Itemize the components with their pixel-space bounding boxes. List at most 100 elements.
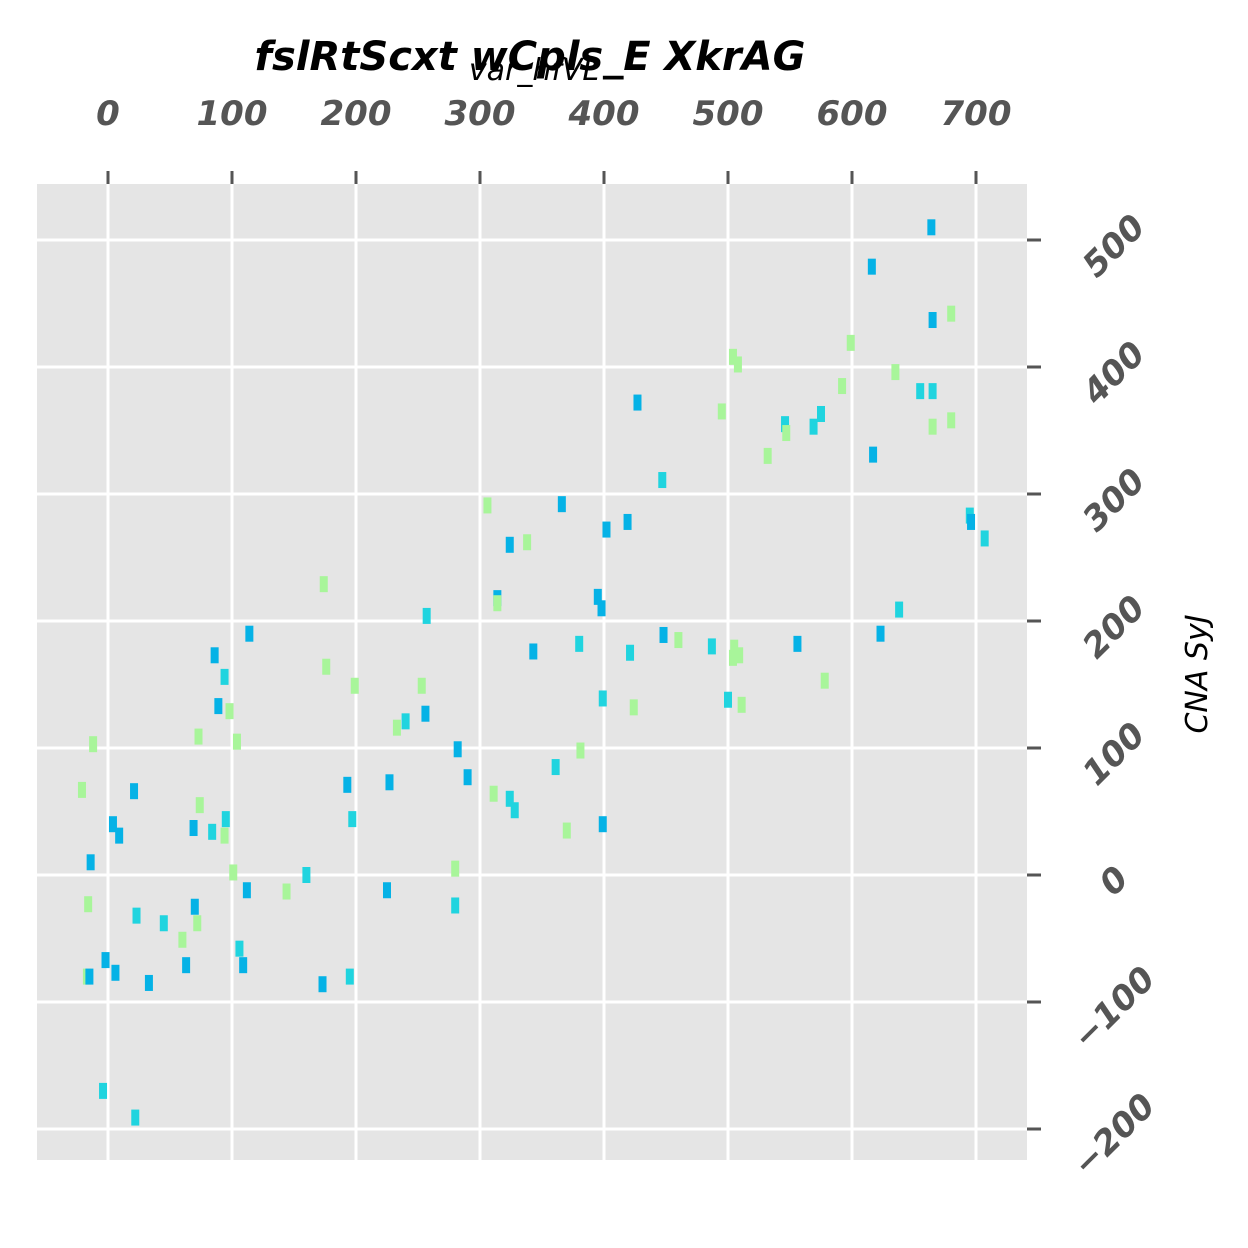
x-tick-label: 300 xyxy=(445,94,516,134)
data-point xyxy=(89,736,98,753)
y-tick-label: 300 xyxy=(1075,461,1153,539)
x-tick-label: 400 xyxy=(568,94,640,134)
plot-background xyxy=(37,184,1027,1160)
plot-panel xyxy=(37,184,1027,1160)
chart-title: fslRtScxt wCpls_E XkrAG xyxy=(255,34,806,80)
data-point xyxy=(489,785,498,802)
y-axis-title: CNA SyJ xyxy=(1180,614,1215,733)
data-point xyxy=(927,219,936,236)
data-point xyxy=(947,305,956,322)
data-point xyxy=(302,867,311,883)
data-point xyxy=(947,412,956,429)
data-point xyxy=(178,931,187,948)
data-point xyxy=(562,822,571,839)
data-point xyxy=(421,705,430,722)
data-point xyxy=(85,968,94,985)
data-point xyxy=(598,816,607,833)
data-point xyxy=(115,827,124,844)
y-tick-label: 200 xyxy=(1075,588,1153,666)
data-point xyxy=(928,383,937,400)
data-point xyxy=(84,896,93,913)
data-point xyxy=(318,976,327,993)
data-point xyxy=(86,854,95,871)
data-point xyxy=(876,625,885,642)
data-point xyxy=(598,690,607,707)
data-point xyxy=(193,915,202,932)
data-point xyxy=(483,497,492,514)
data-point xyxy=(214,698,223,715)
x-tick-label: 500 xyxy=(693,94,764,134)
data-point xyxy=(195,797,204,814)
data-point xyxy=(707,638,716,655)
data-point xyxy=(229,864,238,881)
data-point xyxy=(980,530,989,547)
data-point xyxy=(225,703,234,720)
data-point xyxy=(658,472,667,489)
data-point xyxy=(99,1082,108,1099)
data-point xyxy=(493,595,502,612)
data-point xyxy=(728,649,737,666)
data-point xyxy=(463,769,472,786)
data-point xyxy=(383,882,391,899)
data-point xyxy=(717,403,726,420)
data-point xyxy=(733,356,742,373)
data-points xyxy=(77,219,989,1126)
data-point xyxy=(350,677,359,694)
data-point xyxy=(623,513,632,530)
data-point xyxy=(182,957,191,974)
data-point xyxy=(724,691,732,708)
x-tick-label: 0 xyxy=(96,94,120,134)
data-point xyxy=(597,600,606,617)
data-point xyxy=(101,952,110,969)
data-point xyxy=(159,915,168,932)
data-point xyxy=(551,759,560,776)
data-point xyxy=(319,576,328,593)
data-point xyxy=(505,536,514,553)
y-tick-label: −100 xyxy=(1065,959,1164,1058)
data-point xyxy=(190,898,199,915)
x-axis: 0 100 200 300 400 500 600 700 xyxy=(96,94,1011,184)
data-point xyxy=(401,713,410,730)
data-point xyxy=(392,719,401,736)
data-point xyxy=(891,364,900,381)
y-tick-label: 100 xyxy=(1075,715,1153,793)
data-point xyxy=(108,816,117,833)
x-tick-label: 700 xyxy=(941,94,1012,134)
data-point xyxy=(232,733,241,750)
data-point xyxy=(629,699,638,716)
data-point xyxy=(593,588,602,605)
data-point xyxy=(453,741,462,758)
data-point xyxy=(235,940,244,957)
y-tick-label: −200 xyxy=(1065,1086,1164,1185)
data-point xyxy=(735,647,744,664)
x-tick-label: 100 xyxy=(197,94,268,134)
data-point xyxy=(111,964,120,981)
data-point xyxy=(557,496,566,513)
data-point xyxy=(242,882,251,899)
data-point xyxy=(793,635,802,652)
data-point xyxy=(867,258,876,275)
x-tick-label: 200 xyxy=(321,94,392,134)
data-point xyxy=(132,907,141,924)
y-tick-label: 0 xyxy=(1092,859,1137,904)
data-point xyxy=(838,378,847,395)
data-point xyxy=(220,668,229,685)
data-point xyxy=(345,968,354,985)
data-point xyxy=(210,647,219,664)
data-point xyxy=(144,974,153,991)
data-point xyxy=(451,860,460,877)
data-point xyxy=(282,883,291,900)
data-point xyxy=(385,774,394,791)
data-point xyxy=(505,790,514,807)
data-point xyxy=(131,1109,140,1126)
data-point xyxy=(916,383,925,400)
data-point xyxy=(728,348,737,365)
data-point xyxy=(322,658,331,675)
data-point xyxy=(781,416,790,433)
data-point xyxy=(846,334,855,351)
data-point xyxy=(422,607,431,624)
data-point xyxy=(817,405,825,422)
data-point xyxy=(633,394,642,411)
data-point xyxy=(348,811,357,828)
